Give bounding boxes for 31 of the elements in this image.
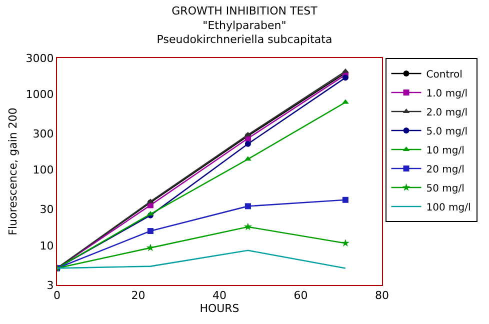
legend-label: 2.0 mg/l <box>426 107 468 118</box>
y-tick-label: 30 <box>40 203 54 216</box>
point <box>244 203 251 210</box>
point <box>147 228 154 234</box>
legend-label: 100 mg/l <box>426 202 471 214</box>
point <box>341 239 350 247</box>
legend-label: Control <box>426 69 462 80</box>
point <box>342 74 348 81</box>
x-tick-label: 20 <box>131 289 146 302</box>
y-axis-title: Fluorescence, gain 200 <box>6 108 20 236</box>
y-tick-label: 10 <box>40 239 54 252</box>
x-tick-label: 0 <box>54 289 60 302</box>
y-tick-label: 1000 <box>26 88 54 101</box>
point <box>342 196 348 203</box>
legend-label: 50 mg/l <box>426 183 464 194</box>
legend-label: 5.0 mg/l <box>426 126 468 138</box>
legend-label: 10 mg/l <box>426 145 464 156</box>
point <box>244 222 252 230</box>
y-tick-label: 3000 <box>26 52 54 65</box>
y-tick-label: 100 <box>32 164 54 177</box>
y-tick-label: 3 <box>46 278 54 292</box>
x-tick-label: 80 <box>375 289 389 302</box>
legend-label: 20 mg/l <box>426 164 464 176</box>
x-tick-label: 40 <box>212 289 226 302</box>
point <box>244 140 251 147</box>
x-tick-label: 60 <box>294 289 308 302</box>
y-tick-label: 300 <box>32 128 54 141</box>
x-axis-title: HOURS <box>200 302 240 316</box>
chart-title: GROWTH INHIBITION TEST <box>172 4 318 18</box>
legend-label: 1.0 mg/l <box>426 88 468 100</box>
chart-subtitle: "Ethylparaben" Pseudokirchneriella subcapitata <box>156 18 332 46</box>
